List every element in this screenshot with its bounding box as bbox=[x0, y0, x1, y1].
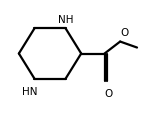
Text: O: O bbox=[120, 28, 128, 38]
Text: O: O bbox=[104, 88, 113, 98]
Text: HN: HN bbox=[22, 86, 37, 96]
Text: NH: NH bbox=[58, 15, 73, 25]
